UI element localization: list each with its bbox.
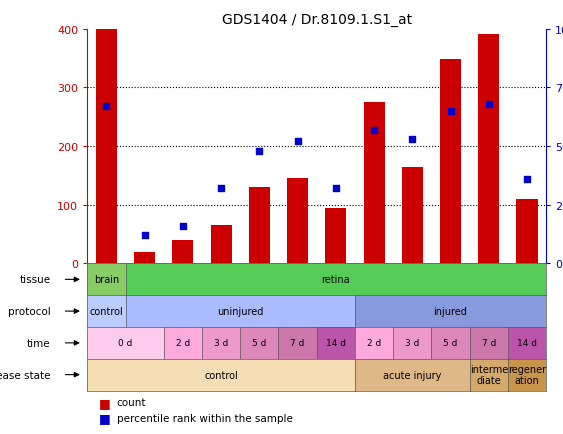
Text: ■: ■ (99, 396, 114, 409)
Point (217, 185, 226, 192)
Point (102, 103, 111, 110)
Text: 3 d: 3 d (405, 339, 419, 348)
Text: 0 d: 0 d (118, 339, 133, 348)
Bar (134, 252, 155, 264)
Text: retina: retina (321, 275, 350, 285)
Point (522, 176, 531, 183)
Bar (516, 200, 538, 264)
Text: 7 d: 7 d (481, 339, 496, 348)
Text: protocol: protocol (8, 306, 51, 316)
Text: 7 d: 7 d (291, 339, 305, 348)
Text: tissue: tissue (20, 275, 51, 285)
Text: 5 d: 5 d (252, 339, 266, 348)
Point (408, 136, 417, 143)
Text: uninjured: uninjured (217, 306, 263, 316)
Text: 2 d: 2 d (367, 339, 381, 348)
Point (178, 223, 187, 230)
Point (140, 232, 149, 239)
Text: 2 d: 2 d (176, 339, 190, 348)
Bar (325, 208, 346, 264)
Text: ■: ■ (99, 411, 114, 424)
Bar (96, 30, 117, 264)
Point (331, 185, 340, 192)
Text: control: control (90, 306, 123, 316)
Text: 5 d: 5 d (443, 339, 458, 348)
Title: GDS1404 / Dr.8109.1.S1_at: GDS1404 / Dr.8109.1.S1_at (222, 13, 412, 27)
Text: acute injury: acute injury (383, 370, 441, 380)
Point (369, 127, 378, 134)
Bar (287, 179, 308, 264)
Point (293, 138, 302, 145)
Point (484, 101, 493, 108)
Text: count: count (117, 398, 146, 407)
Bar (478, 36, 499, 264)
Text: interme
diate: interme diate (470, 364, 508, 385)
Bar (364, 103, 385, 264)
Text: brain: brain (94, 275, 119, 285)
Bar (211, 226, 231, 264)
Text: control: control (204, 370, 238, 380)
Bar (249, 187, 270, 264)
Text: percentile rank within the sample: percentile rank within the sample (117, 413, 292, 423)
Point (446, 108, 455, 115)
Text: 14 d: 14 d (326, 339, 346, 348)
Bar (440, 60, 461, 264)
Text: disease state: disease state (0, 370, 51, 380)
Bar (172, 240, 193, 264)
Bar (402, 167, 423, 264)
Text: regener
ation: regener ation (508, 364, 546, 385)
Text: 3 d: 3 d (214, 339, 228, 348)
Text: time: time (27, 338, 51, 348)
Point (255, 148, 264, 155)
Text: 14 d: 14 d (517, 339, 537, 348)
Text: injured: injured (434, 306, 467, 316)
